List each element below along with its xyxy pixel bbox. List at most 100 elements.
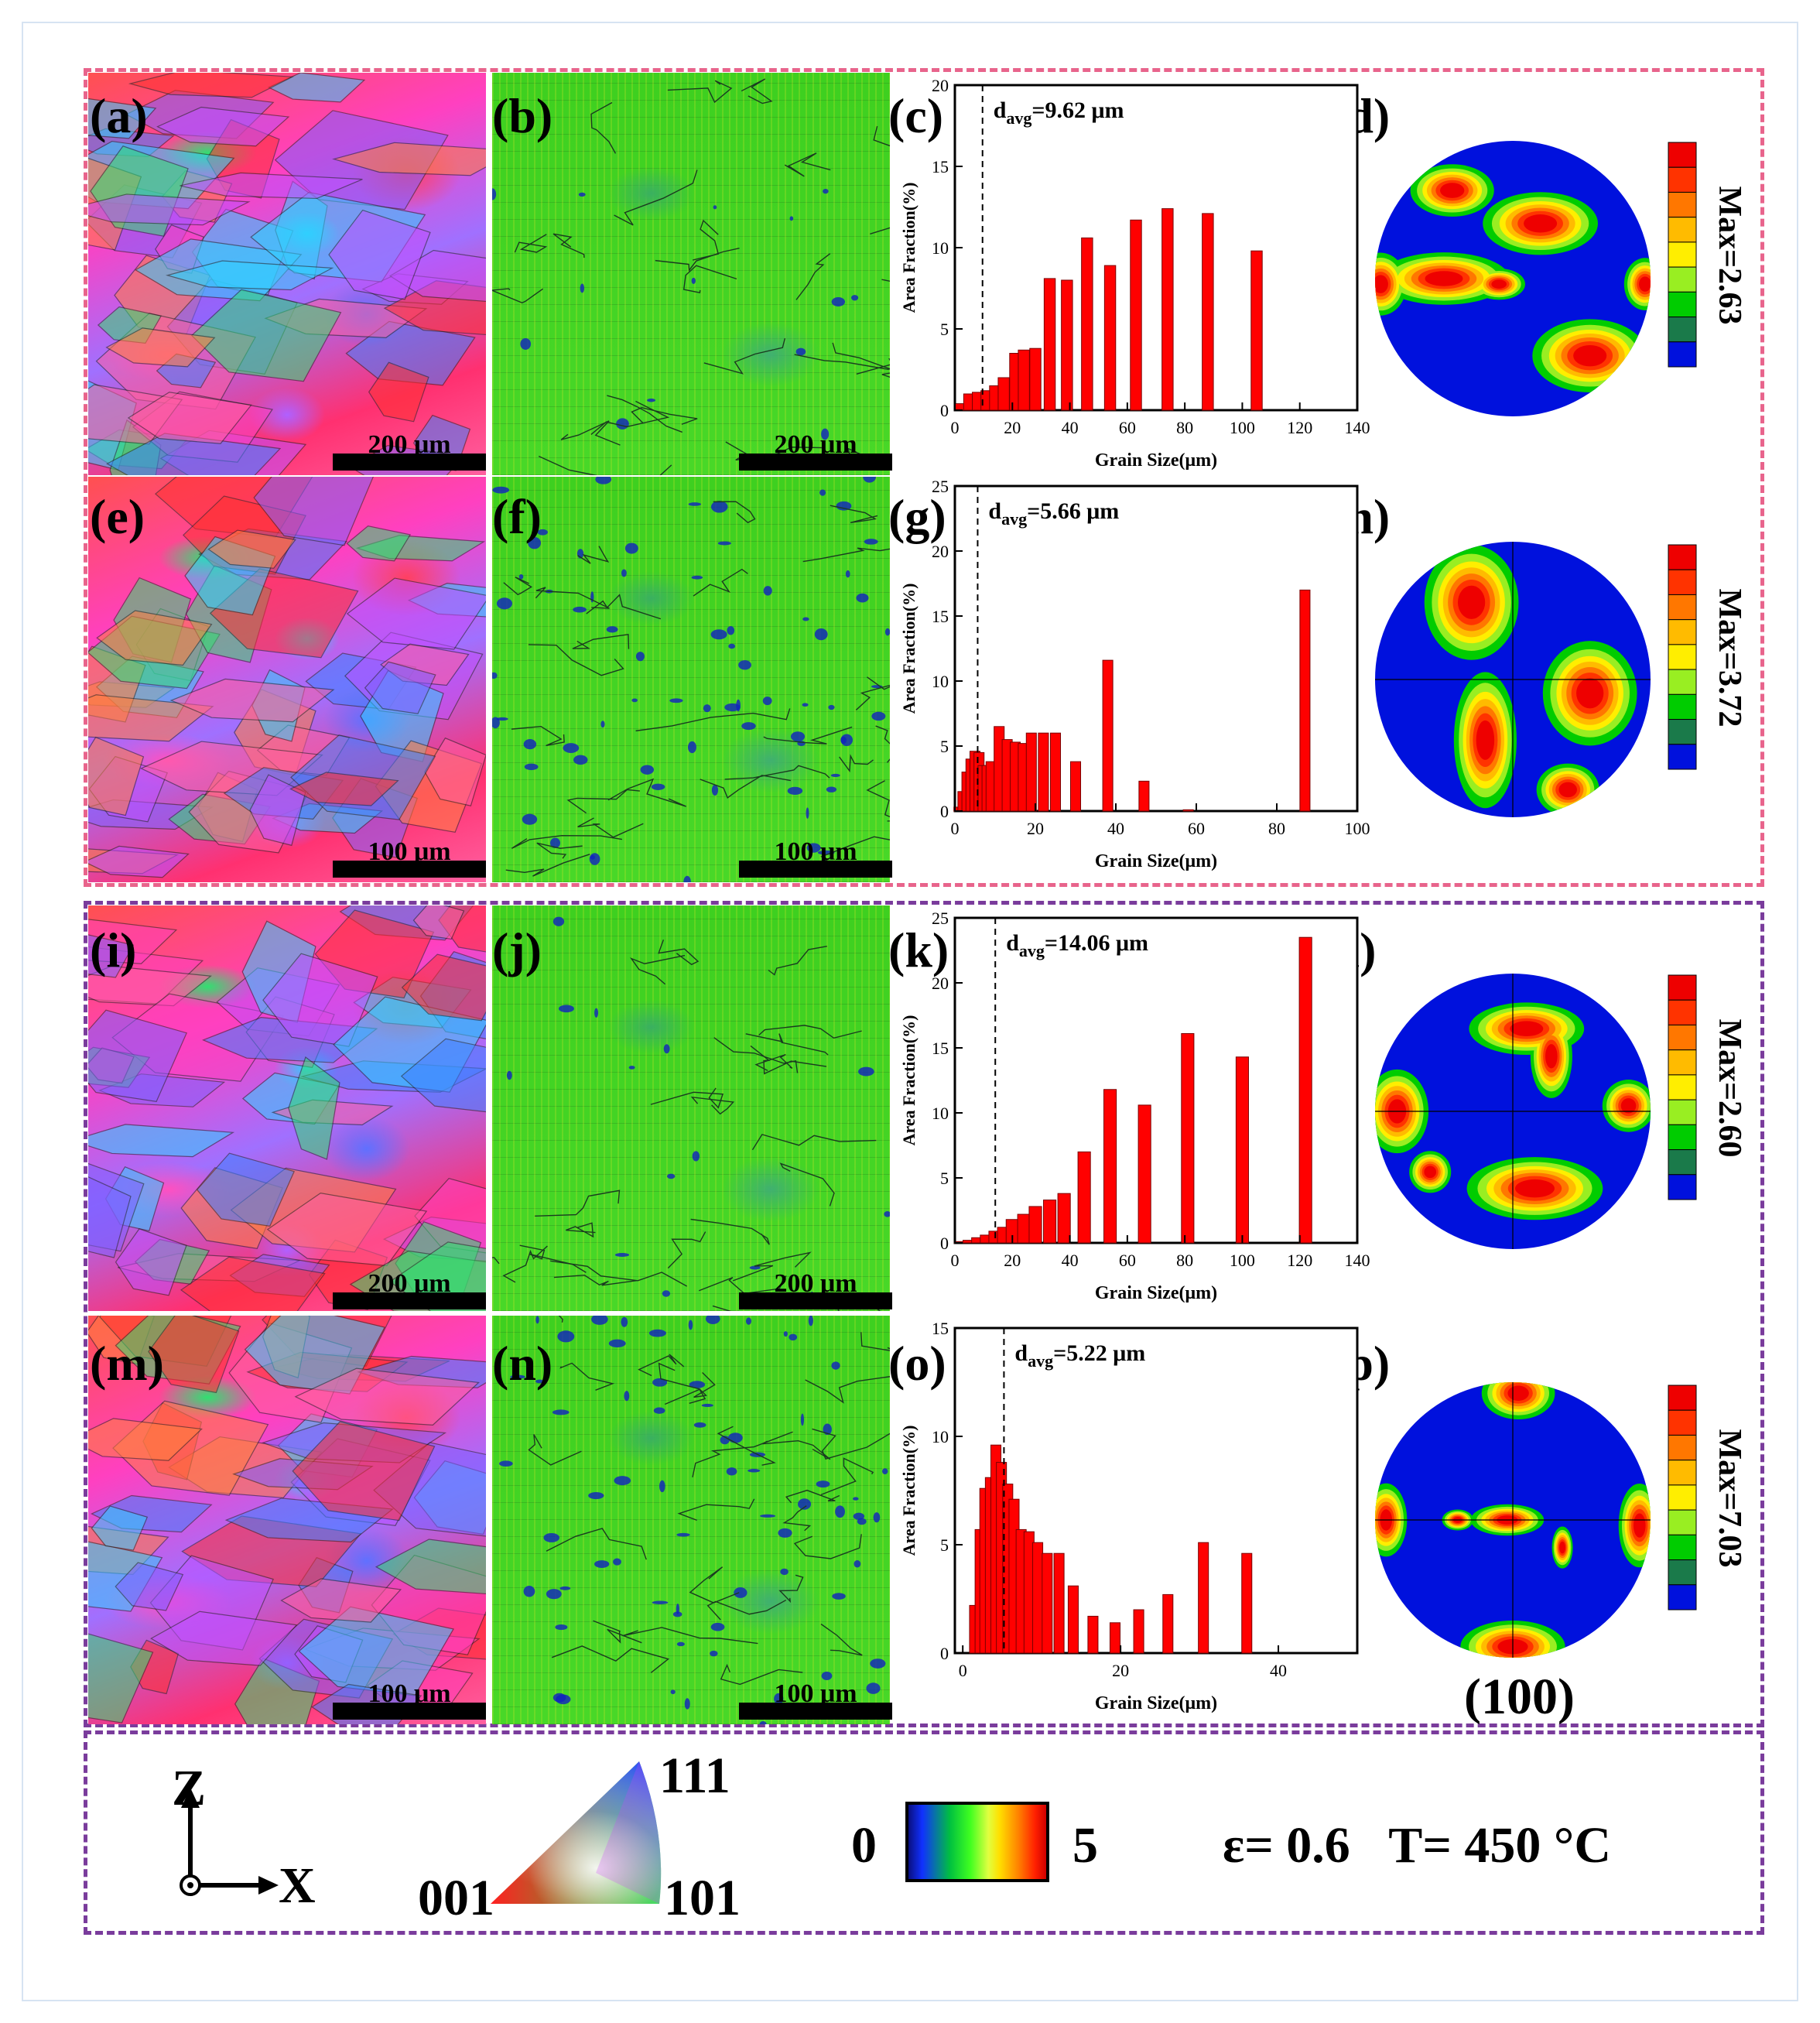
x-axis-label: Grain Size(μm): [1095, 851, 1217, 871]
kam-low-spot: [684, 1698, 690, 1710]
scale-swatch: [1668, 341, 1697, 368]
histogram-bar: [1250, 250, 1263, 411]
y-tick-label: 10: [932, 1104, 949, 1123]
grain-boundary: [658, 939, 700, 966]
grain-boundary: [732, 1251, 812, 1282]
y-tick-label: 10: [932, 1427, 949, 1446]
grain-boundary: [593, 1620, 642, 1644]
histogram-bar: [1138, 780, 1150, 812]
kam-low-spot: [845, 570, 850, 578]
pf-max-label: Max=2.63: [1712, 186, 1747, 324]
y-tick-label: 25: [932, 478, 949, 496]
kam-low-spot: [616, 418, 629, 430]
grain-boundary: [758, 1025, 862, 1039]
x-tick-label: 80: [1268, 819, 1285, 838]
scale-swatch: [1668, 1099, 1697, 1125]
x-tick-label: 80: [1176, 418, 1193, 437]
kam-map-n: [492, 1316, 890, 1724]
kam-low-spot: [851, 295, 859, 301]
kam-low-spot: [802, 703, 809, 707]
panel-label-m: (m): [90, 1336, 164, 1391]
grain-boundary: [622, 1627, 758, 1645]
kam-low-spot: [578, 192, 586, 197]
kam-low-spot: [819, 489, 826, 496]
scale-swatch: [1668, 1559, 1697, 1586]
y-tick-label: 5: [940, 1169, 949, 1188]
kam-min-label: 0: [851, 1817, 877, 1874]
grain: [294, 1367, 480, 1426]
deformation-conditions: ε= 0.6 T= 450 °C: [1223, 1817, 1611, 1874]
kam-max-label: 5: [1072, 1817, 1098, 1874]
kam-low-spot: [703, 704, 711, 713]
grain: [88, 193, 251, 226]
texture-contour: [1476, 720, 1495, 760]
grain-boundary: [514, 234, 548, 253]
grain: [196, 1152, 295, 1227]
scale-swatch: [1668, 1584, 1697, 1611]
kam-low-spot: [652, 1378, 668, 1387]
davg-value: =14.06 μm: [1045, 930, 1148, 956]
grain: [88, 736, 145, 816]
grain-boundary: [689, 1566, 740, 1604]
kam-low-spot: [524, 763, 539, 771]
x-tick-label: 140: [1345, 418, 1370, 437]
grain-boundary: [614, 169, 698, 226]
grain: [156, 106, 290, 147]
grain-boundary: [607, 778, 686, 807]
x-tick-label: 40: [1107, 819, 1124, 838]
kam-low-spot: [798, 1498, 812, 1510]
ipf-grain-boundaries-m: [88, 1316, 486, 1724]
grain-boundary: [793, 1534, 862, 1559]
davg-subscript: avg: [1006, 108, 1031, 128]
histogram-bar: [1081, 237, 1093, 411]
grain-boundary: [720, 1663, 803, 1686]
ipf-map-e: [88, 477, 486, 882]
kam-low-spot: [856, 593, 869, 603]
kam-low-spot: [866, 1682, 881, 1694]
kam-low-spot: [689, 1381, 706, 1388]
scale-swatch: [1668, 217, 1697, 243]
kam-low-spot: [613, 1558, 621, 1566]
grain-boundary: [519, 1244, 587, 1273]
davg-symbol: d: [1014, 1340, 1028, 1366]
grain-boundary: [782, 1505, 812, 1532]
grain-boundary: [754, 1053, 793, 1072]
grain-boundary: [560, 420, 621, 446]
histogram-bar: [1102, 659, 1114, 812]
kam-low-spot: [652, 1600, 669, 1604]
kam-low-spot: [749, 1265, 761, 1270]
grain: [400, 1038, 486, 1113]
grain-boundary: [553, 1274, 637, 1286]
axis-z-label: Z: [172, 1760, 207, 1816]
kam-low-spot: [552, 1409, 570, 1415]
histogram-bar: [1053, 1552, 1065, 1654]
histogram-bar: [1241, 1552, 1253, 1654]
scale-swatch: [1668, 1534, 1697, 1561]
histogram-bar: [1069, 761, 1082, 812]
x-tick-label: 60: [1119, 418, 1136, 437]
x-tick-label: 0: [951, 819, 960, 838]
grain-boundary: [631, 406, 698, 425]
grain-boundary: [763, 726, 853, 745]
texture-contour: [1559, 1541, 1565, 1554]
kam-low-spot: [651, 783, 665, 790]
grain-boundary: [741, 78, 773, 104]
grain-boundary: [658, 1362, 706, 1404]
grain-boundary: [690, 1218, 770, 1245]
histogram-bar: [1138, 1104, 1151, 1244]
kam-low-spot: [806, 807, 809, 819]
panel-label-e: (e): [90, 489, 145, 544]
kam-low-spot: [659, 1480, 665, 1493]
kam-low-spot: [873, 1512, 881, 1523]
scale-swatch: [1668, 1385, 1697, 1411]
x-tick-label: 0: [951, 1251, 960, 1270]
texture-contour: [1545, 1044, 1558, 1069]
panel-label-o: (o): [888, 1336, 946, 1391]
grain: [288, 1056, 340, 1160]
kam-low-spot: [693, 1422, 706, 1428]
grain: [424, 737, 486, 806]
grain-boundary: [712, 1305, 732, 1311]
grain-boundary: [778, 1574, 804, 1604]
x-tick-label: 120: [1287, 1251, 1312, 1270]
pole-figure-l: [1375, 974, 1651, 1249]
